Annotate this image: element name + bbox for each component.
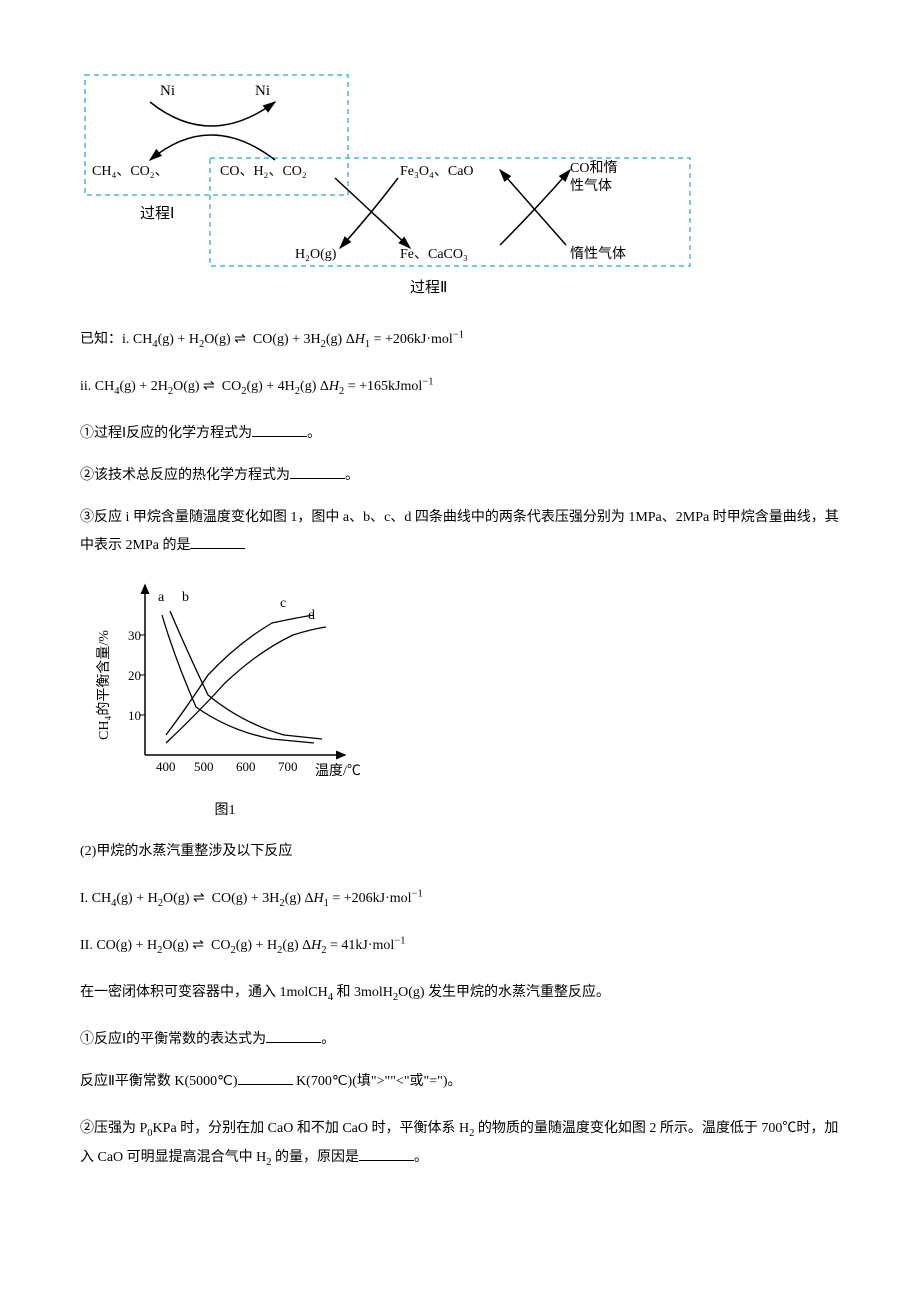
q2-1: ①反应Ⅰ的平衡常数的表达式为 。 [80, 1026, 840, 1054]
process-2-label: 过程Ⅱ [410, 279, 447, 296]
blank [252, 423, 307, 437]
arrow-ni-right [150, 102, 275, 126]
curve-c-label: c [280, 596, 286, 611]
ch4-co2-label: CH₄、CO₂、 [92, 164, 169, 179]
known-prefix: 已知： [80, 332, 122, 347]
q2-II: II. CO(g) + H2O(g) ⇌ CO2(g) + H2(g) ΔH2 … [80, 931, 840, 960]
blank [190, 535, 245, 549]
arrow-ch4-left [150, 135, 275, 160]
xtick-400: 400 [156, 759, 176, 774]
q2-setup: 在一密闭体积可变容器中，通入 1molCH4 和 3molH2O(g) 发生甲烷… [80, 978, 840, 1007]
y-axis-label: CH₄的平衡含量/% [96, 630, 112, 740]
known-ii: ii. CH4(g) + 2H2O(g) ⇌ CO2(g) + 4H2(g) Δ… [80, 372, 840, 401]
x-axis-label: 温度/℃ [315, 763, 361, 779]
blank [290, 465, 345, 479]
inert-label: 惰性气体 [570, 246, 626, 262]
q1-1-text: ①过程Ⅰ反应的化学方程式为 [80, 426, 252, 441]
chart-svg: CH₄的平衡含量/% 10 20 30 400 500 600 700 温度/℃… [90, 575, 370, 790]
known-i: 已知：i. CH4(g) + H2O(g) ⇌ CO(g) + 3H2(g) Δ… [80, 325, 840, 354]
curve-b [170, 611, 322, 739]
chart-1: CH₄的平衡含量/% 10 20 30 400 500 600 700 温度/℃… [90, 575, 840, 823]
q1-2-text: ②该技术总反应的热化学方程式为 [80, 468, 290, 483]
curve-a [162, 615, 314, 743]
ytick-20: 20 [128, 668, 141, 683]
curve-b-label: b [182, 590, 189, 605]
q2-1b: 反应Ⅱ平衡常数 K(5000℃) K(700℃)(填">""<"或"=")。 [80, 1068, 840, 1096]
xtick-700: 700 [278, 759, 298, 774]
q1-2: ②该技术总反应的热化学方程式为 。 [80, 462, 840, 490]
chart-caption: 图1 [90, 800, 360, 822]
q2-2: ②压强为 P0KPa 时，分别在加 CaO 和不加 CaO 时，平衡体系 H2 … [80, 1114, 840, 1173]
process-1-label: 过程Ⅰ [140, 205, 174, 222]
fe-caco3-label: Fe、CaCO₃ [400, 247, 468, 262]
q2-I: I. CH4(g) + H2O(g) ⇌ CO(g) + 3H2(g) ΔH1 … [80, 884, 840, 913]
ni-label-right: Ni [255, 83, 270, 99]
xtick-500: 500 [194, 759, 214, 774]
arrow-box2-d [500, 170, 566, 245]
blank [266, 1029, 321, 1043]
ytick-30: 30 [128, 628, 141, 643]
period: 。 [307, 426, 321, 441]
co-inert-label2: 性气体 [570, 178, 612, 194]
arrow-box2-b [340, 178, 398, 248]
curve-d-label: d [308, 608, 315, 623]
xtick-600: 600 [236, 759, 256, 774]
curve-d [166, 627, 326, 743]
co-h2-co2-label: CO、H₂、CO₂ [220, 164, 307, 179]
h2o-label: H₂O(g) [295, 247, 337, 262]
ytick-10: 10 [128, 708, 141, 723]
q2-1b-pre: 反应Ⅱ平衡常数 K(5000℃) [80, 1074, 238, 1089]
arrow-box2-a [335, 178, 410, 248]
blank [359, 1147, 414, 1161]
period: 。 [414, 1150, 428, 1165]
fe3o4-cao-label: Fe₃O₄、CaO [400, 164, 474, 179]
ni-label-left: Ni [160, 83, 175, 99]
process-diagram: Ni Ni CH₄、CO₂、 CO、H₂、CO₂ 过程Ⅰ H₂O(g) Fe₃O… [80, 70, 840, 300]
period: 。 [321, 1032, 335, 1047]
period: 。 [345, 468, 359, 483]
q1-3: ③反应 i 甲烷含量随温度变化如图 1，图中 a、b、c、d 四条曲线中的两条代… [80, 504, 840, 560]
curve-a-label: a [158, 590, 165, 605]
blank [238, 1071, 293, 1085]
co-inert-label: CO和惰 [570, 160, 617, 176]
q2-1b-post: K(700℃)(填">""<"或"=")。 [296, 1074, 461, 1089]
q1-1: ①过程Ⅰ反应的化学方程式为 。 [80, 420, 840, 448]
q2-intro: (2)甲烷的水蒸汽重整涉及以下反应 [80, 838, 840, 866]
diagram-svg: Ni Ni CH₄、CO₂、 CO、H₂、CO₂ 过程Ⅰ H₂O(g) Fe₃O… [80, 70, 700, 300]
q2-1-text: ①反应Ⅰ的平衡常数的表达式为 [80, 1032, 266, 1047]
